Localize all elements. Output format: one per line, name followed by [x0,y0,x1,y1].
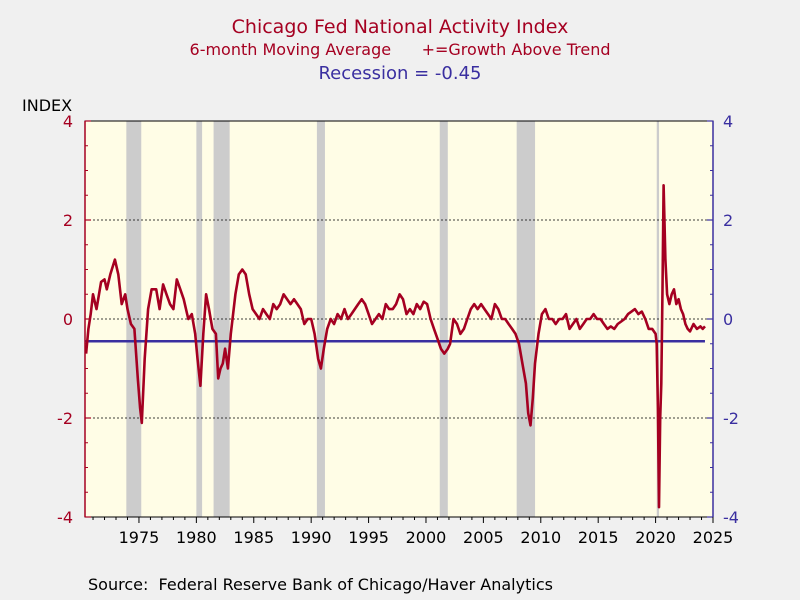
x-tick-label: 2020 [635,528,676,547]
recession-band-4 [439,121,448,517]
axes: 4 2 0 -2 -4 4 2 0 -2 -4 1975 1980 1985 1990 1995 2000 20… [57,112,739,547]
x-tick-label: 2010 [520,528,561,547]
x-tick-label: 1995 [348,528,389,547]
x-tick-label: 2000 [406,528,447,547]
x-tick-label: 1985 [233,528,274,547]
recession-band-1 [196,121,203,517]
x-tick-label: 1990 [291,528,332,547]
series-line [84,184,706,509]
x-tick-label: 2005 [463,528,504,547]
x-tick-label: 2025 [693,528,734,547]
y-axis-label: INDEX [22,96,73,115]
chart-subtitle: 6-month Moving Average +=Growth Above Tr… [189,40,611,59]
y-tick-label-left: 2 [63,211,73,230]
y-tick-label-right: 2 [723,211,733,230]
y-tick-label-right: -4 [723,508,739,527]
y-tick-label-right: 0 [723,310,733,329]
recession-band-3 [316,121,325,517]
y-tick-label-left: -4 [57,508,73,527]
x-tick-label: 2015 [578,528,619,547]
y-tick-label-left: -2 [57,409,73,428]
y-tick-label-left: 4 [63,112,73,131]
y-tick-label-right: 4 [723,112,733,131]
recession-threshold-label: Recession = -0.45 [318,63,482,84]
source-note: Source: Federal Reserve Bank of Chicago/… [88,575,553,594]
x-tick-label: 1980 [176,528,217,547]
y-tick-label-right: -2 [723,409,739,428]
y-tick-label-left: 0 [63,310,73,329]
chart-title: Chicago Fed National Activity Index [231,16,569,38]
x-tick-label: 1975 [119,528,160,547]
